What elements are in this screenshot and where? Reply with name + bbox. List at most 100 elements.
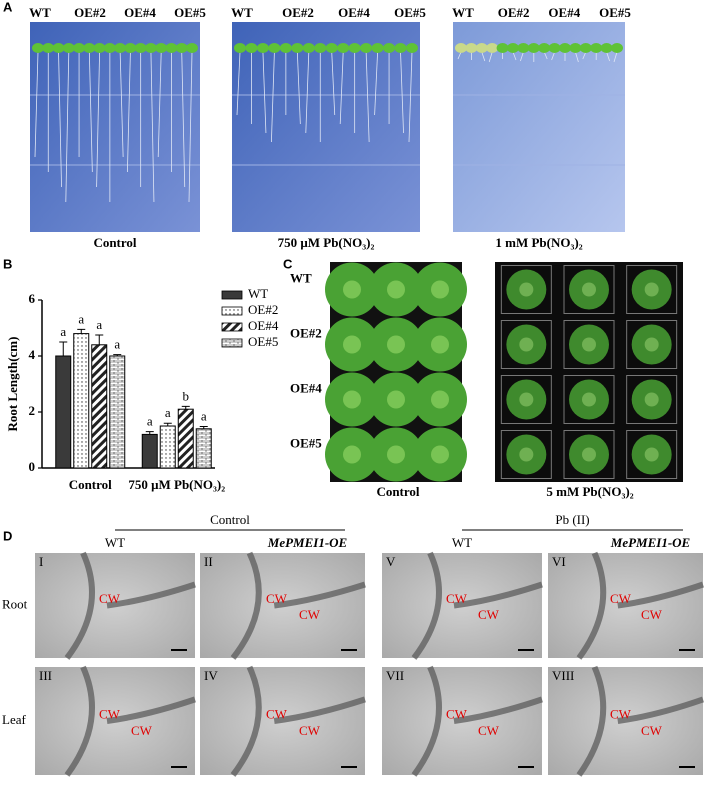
y-tick-label: 2 <box>29 403 36 418</box>
row-label: OE#4 <box>290 380 322 395</box>
cw-label: CW <box>610 707 632 722</box>
seedling <box>517 43 530 53</box>
bar <box>91 344 108 469</box>
root-line <box>188 51 193 203</box>
pot <box>626 375 678 424</box>
seedling <box>165 43 178 53</box>
image-numeral: VII <box>386 668 404 683</box>
seedling <box>496 43 509 53</box>
seedling <box>507 43 519 53</box>
rosette-center <box>431 445 449 464</box>
error-bar <box>95 334 104 345</box>
row-label: OE#2 <box>290 325 322 340</box>
rosette-center <box>431 280 449 299</box>
root-line <box>543 51 548 60</box>
seedling <box>569 43 582 53</box>
rosette-center <box>519 392 534 407</box>
tray-caption: 5 mM Pb(NO₃)₂ <box>546 484 633 499</box>
row-label: WT <box>290 270 312 285</box>
seedling <box>486 43 499 53</box>
significance-letter: a <box>60 324 66 339</box>
y-axis-title: Root Length(cm) <box>5 337 20 432</box>
seedling <box>93 43 106 53</box>
significance-letter: a <box>147 414 153 429</box>
genotype-label: WT <box>452 5 474 20</box>
root-line <box>296 51 301 125</box>
seedling <box>114 43 127 53</box>
root-line <box>58 51 62 188</box>
root-line <box>181 51 186 188</box>
seedling <box>256 43 269 53</box>
significance-letter: a <box>96 317 102 332</box>
pot <box>500 375 552 424</box>
genotype-label: OE#5 <box>599 5 631 20</box>
root-line <box>236 51 241 116</box>
root-line <box>613 51 618 63</box>
bar <box>159 425 176 469</box>
pot <box>563 375 615 424</box>
root-line <box>582 51 587 60</box>
cell-wall <box>230 665 366 777</box>
rosette-center <box>387 335 405 354</box>
genotype-label: OE#2 <box>282 5 314 20</box>
rosette-center <box>431 335 449 354</box>
seedling <box>83 43 96 53</box>
seedling <box>314 43 327 53</box>
error-bar <box>145 431 154 435</box>
root-line <box>457 51 462 60</box>
significance-letter: a <box>114 337 120 352</box>
root-line <box>331 51 336 116</box>
x-tick-label: 750 μM Pb(NO₃)₂ <box>128 477 225 492</box>
rosette-center <box>387 280 405 299</box>
cw-label: CW <box>99 707 121 722</box>
cw-label: CW <box>131 723 153 738</box>
seedling <box>548 43 561 53</box>
significance-letter: b <box>183 388 190 403</box>
rosette-center <box>387 390 405 409</box>
row-label: Root <box>2 596 28 611</box>
seedling <box>590 43 603 53</box>
cw-label: CW <box>478 723 500 738</box>
root-line <box>65 51 70 203</box>
seedling <box>394 43 407 53</box>
root-line <box>96 51 100 188</box>
legend-swatch <box>221 322 243 332</box>
seedling <box>406 43 418 53</box>
rosette-center <box>582 282 596 297</box>
row-label: OE#5 <box>290 435 322 450</box>
root-line <box>305 51 310 134</box>
legend-label: OE#4 <box>248 318 279 333</box>
seedling <box>337 43 350 53</box>
error-bar <box>163 422 172 426</box>
bar <box>177 408 194 469</box>
rosette-center <box>343 390 361 409</box>
cw-label: CW <box>299 723 321 738</box>
rosette-center <box>387 445 405 464</box>
cw-label: CW <box>99 591 121 606</box>
plate-photo <box>453 22 625 232</box>
genotype-label: OE#4 <box>338 5 370 20</box>
pot <box>563 320 615 369</box>
seedling <box>465 43 478 53</box>
seedling <box>579 43 592 53</box>
cell-wall <box>576 551 704 660</box>
genotype-label: OE#5 <box>174 5 206 20</box>
image-numeral: VIII <box>552 668 574 683</box>
pot <box>500 430 552 479</box>
bar <box>55 355 72 469</box>
cell-wall <box>64 551 196 660</box>
seedling <box>527 43 540 53</box>
legend-swatch <box>221 306 243 316</box>
genotype-label: OE#4 <box>548 5 580 20</box>
seedling <box>32 43 44 53</box>
seedling <box>62 43 75 53</box>
seedling <box>302 43 315 53</box>
root-line <box>551 51 555 61</box>
seedling <box>234 43 246 53</box>
seedling <box>245 43 258 53</box>
significance-letter: a <box>78 311 84 326</box>
genotype-label: WT <box>29 5 51 20</box>
legend-swatch <box>221 290 243 300</box>
root-line <box>488 51 493 63</box>
pot <box>626 320 678 369</box>
